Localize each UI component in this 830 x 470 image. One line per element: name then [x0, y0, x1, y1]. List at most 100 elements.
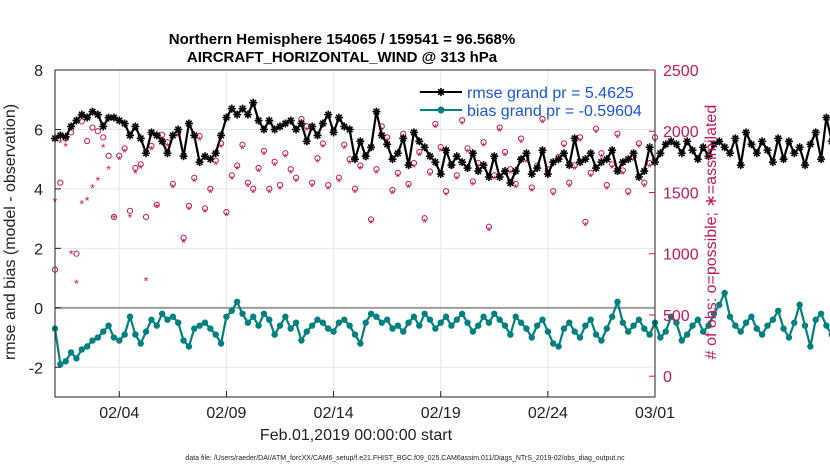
bias-point	[325, 325, 332, 332]
rmse-point	[484, 173, 493, 182]
possible-point	[394, 169, 401, 176]
rmse-point	[72, 116, 81, 125]
possible-point	[89, 124, 96, 131]
bias-point	[351, 331, 359, 338]
bias-point	[196, 322, 203, 329]
assimilated-point: *	[235, 163, 240, 177]
assimilated-point: *	[454, 173, 459, 187]
bias-point	[780, 325, 787, 332]
assimilated-point: *	[106, 163, 111, 177]
rmse-point	[731, 134, 740, 143]
bias-point	[657, 334, 664, 341]
rmse-point	[511, 167, 520, 176]
assimilated-point: *	[96, 174, 101, 188]
assimilated-point: *	[396, 171, 401, 185]
legend-rmse-star	[437, 88, 445, 96]
bias-point	[464, 319, 471, 326]
assimilated-point: *	[647, 161, 652, 175]
possible-point	[442, 188, 450, 195]
assimilated-point: *	[310, 180, 315, 194]
rmse-point	[249, 98, 258, 107]
bias-point	[635, 316, 643, 323]
rmse-point	[747, 140, 756, 149]
rmse-point	[179, 152, 188, 161]
rmse-point	[259, 125, 268, 134]
rmse-point	[351, 155, 359, 164]
rmse-point	[93, 110, 102, 119]
rmse-point	[152, 131, 161, 140]
possible-point	[244, 179, 251, 186]
assimilated-point: *	[267, 186, 272, 200]
y2-tick-label: 0	[663, 369, 672, 386]
assimilated-point: *	[224, 210, 229, 224]
bias-point	[330, 328, 337, 335]
rmse-point	[77, 110, 86, 119]
possible-point	[84, 137, 91, 145]
assimilated-point: *	[572, 163, 577, 177]
rmse-point	[88, 107, 97, 116]
bias-point	[142, 328, 150, 335]
chart-title: Northern Hemisphere 154065 / 159541 = 96…	[169, 31, 515, 48]
assimilated-point: *	[90, 182, 95, 196]
rmse-point	[313, 131, 322, 140]
bias-point	[292, 319, 300, 326]
assimilated-point: *	[615, 131, 620, 145]
rmse-point	[372, 107, 381, 116]
rmse-point	[667, 137, 676, 146]
rmse-point	[329, 128, 338, 137]
legend-bias-label: bias grand pr = -0.59604	[467, 103, 642, 120]
assimilated-point: *	[481, 140, 486, 154]
assimilated-point: *	[181, 237, 186, 251]
rmse-point	[543, 170, 552, 179]
rmse-point	[715, 137, 724, 146]
assimilated-point: *	[117, 153, 122, 167]
possible-point	[426, 168, 434, 175]
assimilated-point: *	[192, 175, 197, 189]
possible-point	[641, 179, 648, 186]
rmse-point	[136, 134, 145, 143]
assimilated-point: *	[487, 224, 492, 238]
bias-point	[432, 325, 439, 332]
rmse-point	[522, 149, 531, 158]
bias-point	[619, 319, 627, 326]
bias-point	[73, 355, 80, 362]
rmse-point	[683, 137, 692, 146]
rmse-point	[490, 152, 499, 161]
bias-point	[346, 322, 353, 329]
bias-point	[191, 325, 198, 332]
rmse-point	[227, 104, 236, 113]
rmse-point	[763, 146, 772, 155]
assimilated-point: *	[278, 183, 283, 197]
y-tick-label: 0	[34, 301, 43, 318]
rmse-point	[811, 128, 820, 137]
bias-point	[405, 319, 412, 326]
bias-point	[394, 322, 402, 329]
possible-point	[421, 215, 428, 222]
bias-point	[89, 337, 96, 344]
bias-point	[255, 322, 262, 329]
assimilated-point: *	[610, 162, 615, 176]
rmse-point	[334, 113, 343, 122]
rmse-point	[420, 143, 429, 152]
rmse-point	[774, 134, 783, 143]
assimilated-point: *	[342, 142, 347, 156]
x-tick-label: 02/19	[421, 405, 461, 422]
bias-point	[710, 310, 718, 317]
assimilated-point: *	[219, 141, 224, 155]
assimilated-point: *	[465, 146, 470, 160]
rmse-point	[308, 122, 317, 131]
rmse-point	[822, 113, 830, 122]
assimilated-point: *	[444, 189, 449, 203]
assimilated-point: *	[369, 217, 374, 231]
assimilated-point: *	[519, 136, 524, 150]
possible-point	[335, 174, 343, 181]
bias-point	[625, 328, 632, 335]
bias-point	[716, 301, 723, 309]
rmse-point	[790, 149, 799, 158]
rmse-point	[806, 140, 815, 149]
rmse-point	[592, 164, 601, 173]
rmse-point	[281, 119, 290, 128]
bias-point	[319, 319, 327, 326]
bias-point	[512, 313, 519, 320]
bias-point	[550, 340, 557, 347]
